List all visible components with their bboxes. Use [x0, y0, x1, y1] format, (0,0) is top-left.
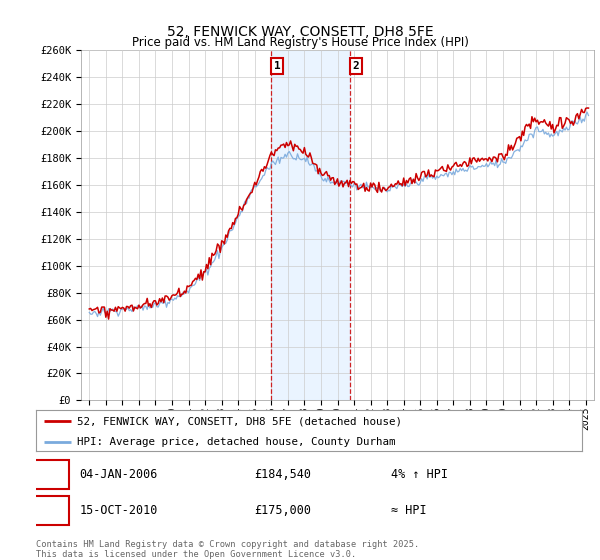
- Text: ≈ HPI: ≈ HPI: [391, 504, 427, 517]
- FancyBboxPatch shape: [33, 460, 70, 489]
- Text: £184,540: £184,540: [254, 468, 311, 482]
- Text: Price paid vs. HM Land Registry's House Price Index (HPI): Price paid vs. HM Land Registry's House …: [131, 36, 469, 49]
- Text: 1: 1: [274, 61, 281, 71]
- FancyBboxPatch shape: [33, 496, 70, 525]
- Text: Contains HM Land Registry data © Crown copyright and database right 2025.
This d: Contains HM Land Registry data © Crown c…: [36, 540, 419, 559]
- Text: 4% ↑ HPI: 4% ↑ HPI: [391, 468, 448, 482]
- Text: 52, FENWICK WAY, CONSETT, DH8 5FE (detached house): 52, FENWICK WAY, CONSETT, DH8 5FE (detac…: [77, 417, 402, 427]
- Text: HPI: Average price, detached house, County Durham: HPI: Average price, detached house, Coun…: [77, 437, 395, 447]
- Text: 15-OCT-2010: 15-OCT-2010: [80, 504, 158, 517]
- Bar: [271, 50, 350, 400]
- Text: 2: 2: [48, 504, 55, 517]
- Text: 2: 2: [352, 61, 359, 71]
- Text: 1: 1: [48, 468, 55, 482]
- Text: 52, FENWICK WAY, CONSETT, DH8 5FE: 52, FENWICK WAY, CONSETT, DH8 5FE: [167, 25, 433, 39]
- Text: 04-JAN-2006: 04-JAN-2006: [80, 468, 158, 482]
- Text: £175,000: £175,000: [254, 504, 311, 517]
